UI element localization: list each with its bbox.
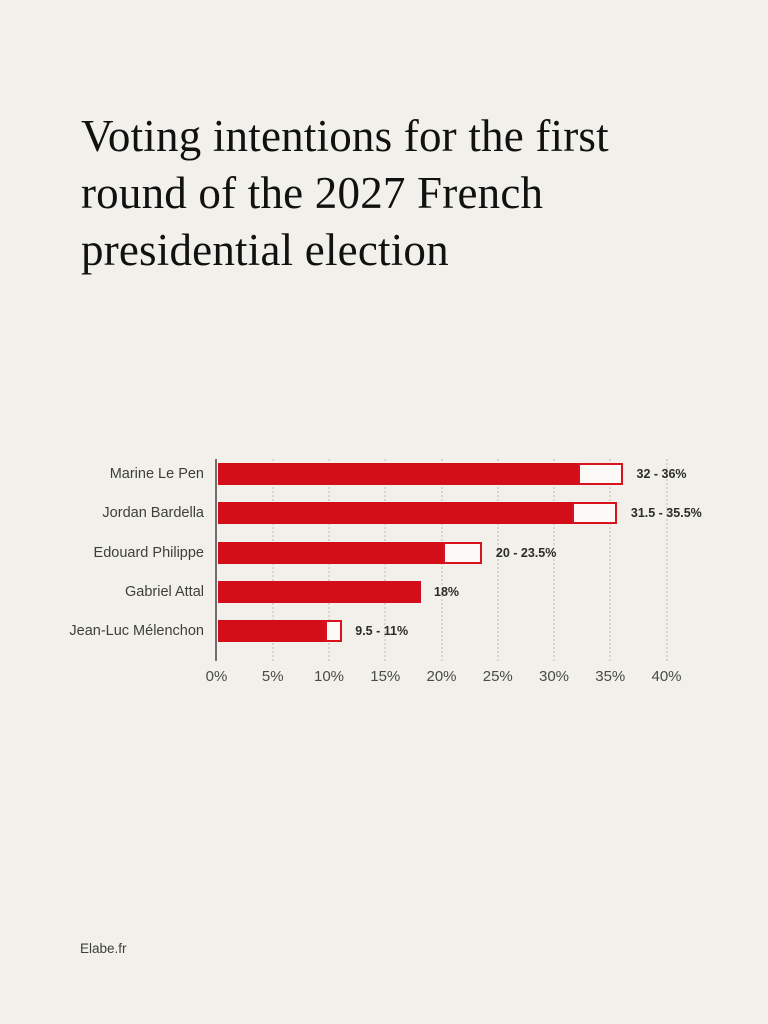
bar-segment-solid: [218, 463, 578, 485]
value-label: 18%: [434, 584, 460, 599]
bar-segment-range: [578, 463, 623, 485]
category-label: Edouard Philippe: [93, 544, 204, 561]
bar-segment-solid: [218, 541, 443, 564]
gridline: [496, 459, 499, 661]
gridline: [665, 459, 668, 661]
x-tick-label: 25%: [482, 668, 513, 685]
category-label: Marine Le Pen: [109, 466, 204, 482]
x-tick-label: 35%: [595, 668, 626, 685]
x-tick-label: 10%: [313, 668, 345, 685]
source-credit: Elabe.fr: [80, 941, 127, 956]
bar-segment-range: [443, 541, 483, 564]
gridline: [553, 459, 555, 661]
bar-segment-solid: [218, 620, 325, 642]
bar-segment-range: [572, 502, 618, 525]
x-tick-label: 40%: [651, 668, 682, 685]
gridline: [609, 459, 612, 661]
chart-title: Voting intentions for the first round of…: [81, 111, 609, 276]
bar-segment-solid: [218, 580, 421, 603]
x-tick-label: 0%: [205, 668, 228, 685]
category-label: Jordan Bardella: [102, 505, 204, 522]
x-tick-label: 20%: [426, 668, 457, 685]
category-label: Gabriel Attal: [125, 583, 204, 600]
value-label: 9.5 - 11%: [355, 624, 409, 638]
x-tick-label: 5%: [261, 668, 284, 685]
bar-segment-solid: [218, 502, 573, 525]
y-axis-line: [215, 459, 217, 661]
category-label: Jean-Luc Mélenchon: [69, 623, 204, 639]
value-label: 31.5 - 35.5%: [630, 506, 702, 521]
x-tick-label: 15%: [370, 668, 401, 685]
value-label: 20 - 23.5%: [495, 545, 557, 560]
value-label: 32 - 36%: [636, 467, 687, 481]
x-tick-label: 30%: [538, 668, 570, 685]
bar-segment-range: [324, 620, 342, 642]
bar-chart: 0% 5% 10% 15% 20% 25% 30% 35% 40% Marine Le Pen 32…: [0, 459, 768, 699]
